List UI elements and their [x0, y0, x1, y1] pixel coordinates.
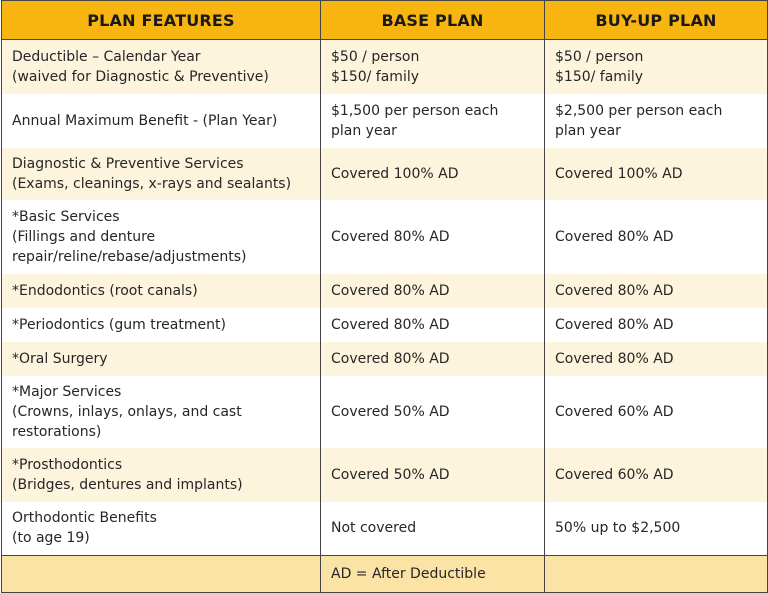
feature-cell: Deductible – Calendar Year (waived for D…: [1, 39, 321, 94]
buy-up-plan-cell: Covered 80% AD: [544, 307, 768, 342]
buy-up-plan-cell: $2,500 per person each plan year: [544, 93, 768, 148]
base-plan-cell: Covered 50% AD: [320, 447, 545, 502]
footer-note: AD = After Deductible: [320, 555, 545, 593]
base-plan-cell: Covered 80% AD: [320, 199, 545, 274]
table-row: Orthodontic Benefits (to age 19) Not cov…: [1, 501, 768, 556]
base-plan-cell: $1,500 per person each plan year: [320, 93, 545, 148]
table-row: *Periodontics (gum treatment) Covered 80…: [1, 307, 768, 342]
buy-up-plan-cell: Covered 60% AD: [544, 375, 768, 448]
base-plan-cell: Covered 100% AD: [320, 147, 545, 200]
feature-cell: *Prosthodontics (Bridges, dentures and i…: [1, 447, 321, 502]
table-footer-row: AD = After Deductible: [1, 555, 768, 593]
buy-up-plan-cell: $50 / person $150/ family: [544, 39, 768, 94]
feature-cell: Diagnostic & Preventive Services (Exams,…: [1, 147, 321, 200]
base-plan-cell: Covered 80% AD: [320, 307, 545, 342]
feature-cell: *Oral Surgery: [1, 341, 321, 376]
table-row: Deductible – Calendar Year (waived for D…: [1, 39, 768, 94]
base-plan-cell: Not covered: [320, 501, 545, 556]
feature-cell: *Endodontics (root canals): [1, 273, 321, 308]
table-header-row: PLAN FEATURES BASE PLAN BUY-UP PLAN: [1, 0, 768, 40]
table-row: *Endodontics (root canals) Covered 80% A…: [1, 273, 768, 308]
header-buy-up-plan: BUY-UP PLAN: [544, 0, 768, 40]
buy-up-plan-cell: Covered 80% AD: [544, 341, 768, 376]
base-plan-cell: Covered 80% AD: [320, 341, 545, 376]
table-row: *Major Services (Crowns, inlays, onlays,…: [1, 375, 768, 448]
base-plan-cell: Covered 50% AD: [320, 375, 545, 448]
footer-empty-cell: [1, 555, 321, 593]
buy-up-plan-cell: Covered 80% AD: [544, 199, 768, 274]
feature-cell: Annual Maximum Benefit - (Plan Year): [1, 93, 321, 148]
footer-empty-cell: [544, 555, 768, 593]
base-plan-cell: $50 / person $150/ family: [320, 39, 545, 94]
buy-up-plan-cell: 50% up to $2,500: [544, 501, 768, 556]
buy-up-plan-cell: Covered 60% AD: [544, 447, 768, 502]
feature-cell: *Periodontics (gum treatment): [1, 307, 321, 342]
header-base-plan: BASE PLAN: [320, 0, 545, 40]
table-row: Annual Maximum Benefit - (Plan Year) $1,…: [1, 93, 768, 148]
table-row: *Prosthodontics (Bridges, dentures and i…: [1, 447, 768, 502]
feature-cell: *Basic Services (Fillings and denture re…: [1, 199, 321, 274]
feature-cell: Orthodontic Benefits (to age 19): [1, 501, 321, 556]
table-row: *Oral Surgery Covered 80% AD Covered 80%…: [1, 341, 768, 376]
buy-up-plan-cell: Covered 100% AD: [544, 147, 768, 200]
buy-up-plan-cell: Covered 80% AD: [544, 273, 768, 308]
base-plan-cell: Covered 80% AD: [320, 273, 545, 308]
table-row: Diagnostic & Preventive Services (Exams,…: [1, 147, 768, 200]
feature-cell: *Major Services (Crowns, inlays, onlays,…: [1, 375, 321, 448]
header-plan-features: PLAN FEATURES: [1, 0, 321, 40]
table-row: *Basic Services (Fillings and denture re…: [1, 199, 768, 274]
